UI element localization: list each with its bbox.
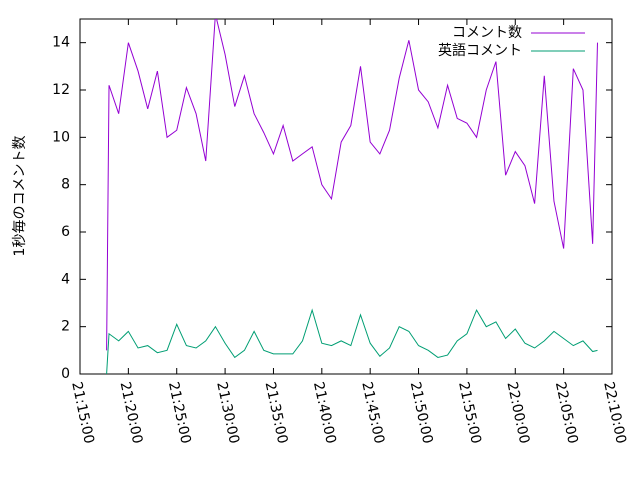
x-tick-label: 21:40:00 [310, 380, 339, 445]
y-tick-label: 0 [61, 366, 70, 382]
series-line [106, 308, 598, 374]
x-tick-label: 22:10:00 [600, 380, 629, 445]
series-line [106, 19, 598, 351]
plot-frame [79, 18, 613, 375]
x-tick-label: 21:20:00 [117, 380, 146, 445]
y-tick-label: 4 [61, 271, 70, 287]
y-tick-label: 6 [61, 224, 70, 240]
x-tick-label: 21:15:00 [68, 380, 97, 445]
legend-label: 英語コメント [438, 42, 522, 59]
y-tick-label: 14 [52, 35, 70, 51]
x-tick-label: 21:25:00 [165, 380, 194, 445]
y-tick-label: 2 [61, 319, 70, 335]
plot-area [106, 19, 598, 374]
legend-label: コメント数 [452, 25, 522, 41]
x-tick-label: 22:05:00 [552, 380, 581, 445]
x-tick-label: 21:50:00 [407, 380, 436, 445]
x-tick-label: 22:00:00 [503, 380, 532, 445]
y-tick-label: 12 [52, 82, 70, 98]
y-axis-label: 1秒毎のコメント数 [12, 136, 28, 257]
y-tick-label: 8 [61, 177, 70, 193]
x-tick-label: 21:35:00 [262, 380, 291, 445]
x-tick-label: 21:45:00 [358, 380, 387, 445]
y-tick-label: 10 [52, 129, 70, 145]
x-tick-label: 21:55:00 [455, 380, 484, 445]
x-tick-label: 21:30:00 [213, 380, 242, 445]
